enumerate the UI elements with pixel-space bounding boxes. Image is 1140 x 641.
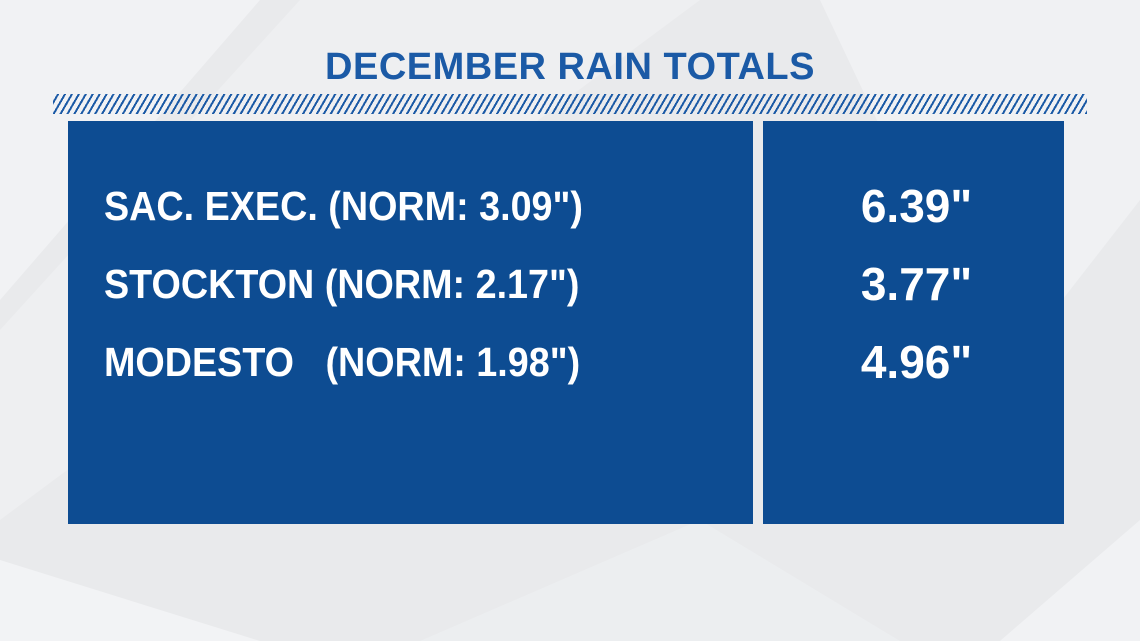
location-label-modesto: MODESTO (NORM: 1.98") [104,339,581,385]
location-label-stockton: STOCKTON (NORM: 2.17") [104,261,580,307]
hatch-divider [53,94,1087,114]
location-label-sac-exec: SAC. EXEC. (NORM: 3.09") [104,183,583,229]
locations-panel: SAC. EXEC. (NORM: 3.09") STOCKTON (NORM:… [68,121,753,524]
page-title: DECEMBER RAIN TOTALS [325,46,815,88]
rain-total-stockton: 3.77" [860,258,973,310]
rain-total-sac-exec: 6.39" [860,180,973,232]
rain-total-modesto: 4.96" [860,336,973,388]
totals-panel: 6.39" 3.77" 4.96" [763,121,1064,524]
